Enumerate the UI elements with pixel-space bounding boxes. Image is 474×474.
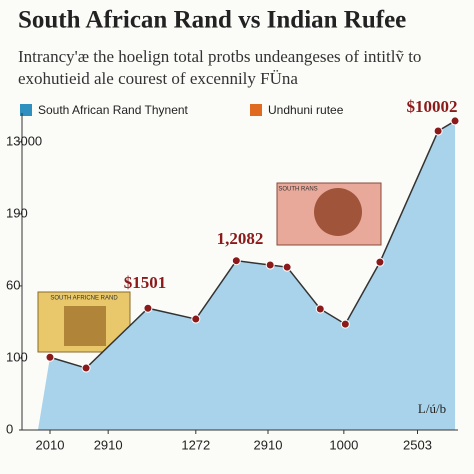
note-image: SOUTH AFRICNE RAND SOUTH RANS	[37, 182, 382, 353]
subtitle: exohutieid ale courest of excennily FÜna	[18, 69, 298, 88]
legend-swatch	[250, 104, 262, 116]
marker	[143, 303, 153, 313]
annotation: $1501	[124, 273, 167, 292]
line	[49, 120, 456, 369]
x-tick-label: 2010	[36, 437, 65, 452]
y-tick-label: 100	[6, 349, 28, 364]
legend-swatch	[20, 104, 32, 116]
x-tick-label: 1000	[329, 437, 358, 452]
marker	[231, 256, 241, 266]
annotation: L/ú/b	[418, 401, 446, 416]
banknote-portrait	[314, 188, 362, 236]
marker	[340, 319, 350, 329]
marker	[81, 363, 91, 373]
marker	[433, 126, 443, 136]
marker	[265, 260, 275, 270]
legend-label: South African Rand Thynent	[38, 103, 189, 117]
marker	[282, 262, 292, 272]
marker	[315, 304, 325, 314]
subtitle: Intrancy'æ the hoelign total protbs unde…	[18, 47, 421, 66]
chart-title: South African Rand vs Indian Rufee	[18, 7, 406, 34]
marker	[375, 257, 385, 267]
marker	[191, 314, 201, 324]
y-tick-label: 13000	[6, 133, 42, 148]
marker	[45, 352, 55, 362]
annotation: 1,2082	[217, 229, 264, 248]
annotation: $10002	[407, 97, 458, 116]
area	[37, 120, 456, 431]
banknote-portrait	[64, 306, 106, 346]
x-tick-label: 2910	[94, 437, 123, 452]
y-tick-label: 0	[6, 421, 13, 436]
x-tick-label: 2503	[403, 437, 432, 452]
marker	[450, 116, 460, 126]
x-tick-label: 1272	[181, 437, 210, 452]
note-text: SOUTH RANS	[278, 187, 317, 193]
y-tick-label: 190	[6, 205, 28, 220]
legend-label: Undhuni rutee	[268, 103, 344, 117]
note-text: SOUTH AFRICNE RAND	[50, 296, 118, 302]
y-tick-label: 60	[6, 277, 20, 292]
x-tick-label: 2910	[254, 437, 283, 452]
